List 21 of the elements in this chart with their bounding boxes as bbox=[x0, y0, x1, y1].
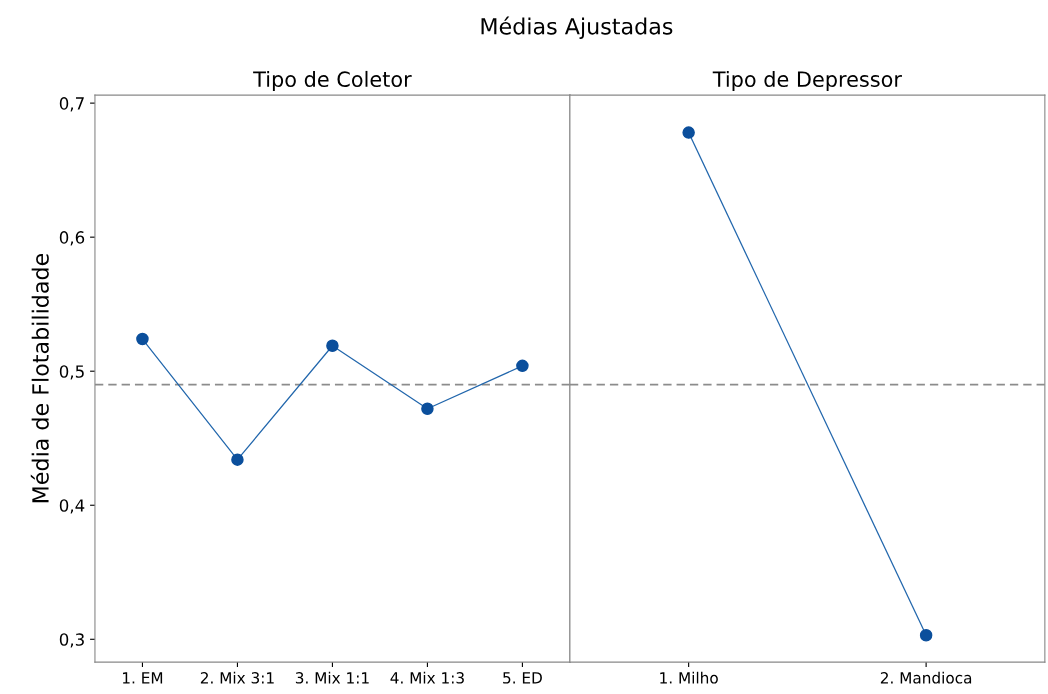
y-tick-label: 0,5 bbox=[59, 365, 84, 380]
y-tick-label: 0,7 bbox=[59, 97, 84, 112]
point bbox=[421, 402, 434, 415]
x-tick-label: 5. ED bbox=[503, 672, 542, 684]
chart-title: Tipo de Coletor bbox=[253, 70, 412, 92]
point bbox=[326, 339, 339, 352]
point bbox=[516, 359, 529, 373]
x-tick-label: 1. EM bbox=[122, 672, 163, 684]
chart-title: Tipo de Depressor bbox=[712, 70, 902, 92]
text: Médias Ajustadas bbox=[481, 16, 673, 39]
y-tick-label: 0,4 bbox=[59, 499, 85, 514]
x-tick-label: 3. Mix 1:1 bbox=[295, 671, 369, 684]
y-axis-title: Média de Flotabilidade bbox=[30, 253, 49, 503]
y-tick-label: 0,6 bbox=[59, 231, 85, 246]
point bbox=[136, 332, 149, 346]
x-tick-label: 2. Mix 3:1 bbox=[200, 671, 274, 684]
y-tick-label: 0,3 bbox=[59, 633, 84, 648]
x-tick-label: 1. Milho bbox=[660, 671, 718, 684]
x-tick-label: 4. Mix 1:3 bbox=[390, 671, 464, 684]
x-tick-label: 2. Mandioca bbox=[880, 671, 972, 684]
point bbox=[231, 453, 244, 466]
